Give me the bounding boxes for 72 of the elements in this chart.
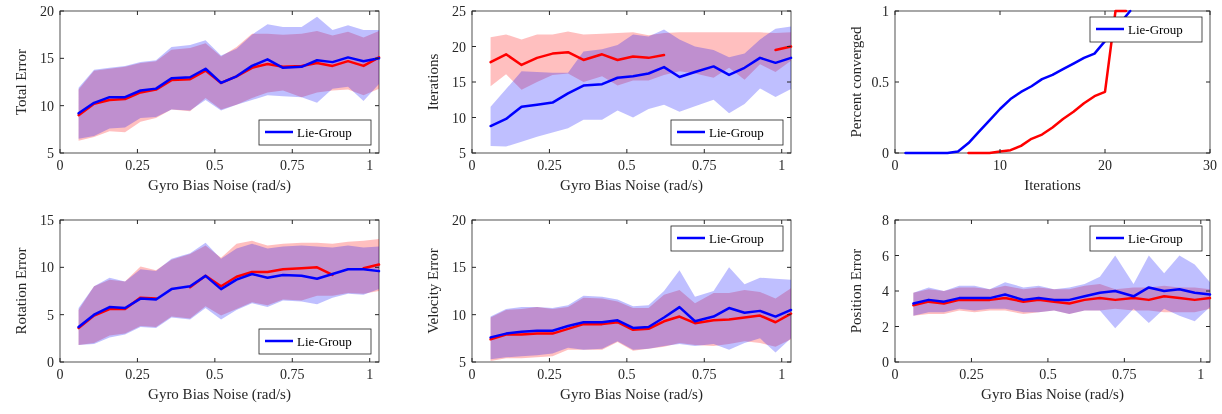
x-axis-title: Iterations [1024, 177, 1081, 193]
y-tick-label: 5 [47, 307, 54, 323]
x-tick-label: 0.25 [537, 367, 562, 382]
x-axis-title: Gyro Bias Noise (rad/s) [981, 386, 1124, 403]
legend-label: Lie-Group [709, 230, 764, 246]
x-tick-label: 1 [778, 367, 786, 382]
line-series [912, 286, 1212, 305]
x-tick-label: 1 [778, 158, 786, 173]
y-tick-label: 8 [882, 213, 889, 228]
y-tick-label: 15 [40, 51, 54, 67]
x-axis-title: Gyro Bias Noise (rad/s) [148, 177, 291, 194]
y-axis-title: Iterations [425, 53, 441, 111]
y-tick-label: 6 [882, 248, 889, 264]
x-tick-label: 0.75 [692, 158, 717, 173]
x-tick-label: 0.5 [618, 158, 636, 173]
y-tick-label: 0.5 [871, 75, 889, 90]
y-tick-label: 5 [459, 146, 466, 161]
y-tick-label: 0 [47, 355, 54, 370]
y-tick-label: 20 [452, 39, 466, 55]
y-tick-label: 10 [452, 110, 466, 126]
y-axis-title: Total Error [13, 48, 29, 116]
legend-label: Lie-Group [1128, 21, 1183, 37]
x-axis-title: Gyro Bias Noise (rad/s) [560, 177, 703, 194]
y-tick-label: 5 [47, 146, 54, 161]
y-axis-title: Rotation Error [13, 247, 29, 335]
y-tick-label: 4 [882, 284, 889, 299]
x-tick-label: 1 [1197, 367, 1205, 382]
y-tick-label: 10 [40, 260, 54, 276]
y-tick-label: 5 [459, 355, 466, 370]
y-tick-label: 20 [40, 4, 54, 19]
y-tick-label: 15 [40, 213, 54, 228]
x-tick-label: 0.5 [1039, 367, 1057, 382]
x-tick-label: 0.75 [280, 367, 305, 382]
x-tick-label: 0.25 [125, 367, 150, 382]
y-tick-label: 15 [452, 75, 466, 90]
x-tick-label: 10 [993, 158, 1007, 173]
x-tick-label: 30 [1203, 158, 1217, 173]
legend-label: Lie-Group [297, 333, 352, 349]
x-tick-label: 0.75 [1112, 367, 1137, 382]
y-tick-label: 0 [882, 355, 889, 370]
line-series [489, 312, 793, 341]
x-tick-label: 0.25 [125, 158, 150, 173]
x-axis-title: Gyro Bias Noise (rad/s) [148, 386, 291, 403]
y-tick-label: 10 [40, 98, 54, 114]
y-tick-label: 0 [882, 146, 889, 161]
x-tick-label: 0.5 [618, 367, 636, 382]
x-tick-label: 0.75 [280, 158, 305, 173]
x-tick-label: 0.75 [692, 367, 717, 382]
y-tick-label: 1 [882, 4, 889, 19]
y-tick-label: 2 [882, 319, 889, 335]
legend-label: Lie-Group [297, 124, 352, 140]
line-series [489, 305, 793, 339]
y-axis-title: Percent converged [848, 26, 864, 138]
y-tick-label: 25 [452, 4, 466, 19]
legend-label: Lie-Group [1128, 230, 1183, 246]
x-tick-label: 1 [366, 158, 374, 173]
legend-label: Lie-Group [709, 124, 764, 140]
x-tick-label: 0.5 [206, 367, 224, 382]
y-axis-title: Velocity Error [425, 248, 441, 334]
y-tick-label: 15 [452, 260, 466, 276]
y-axis-title: Position Error [848, 248, 864, 334]
x-tick-label: 0.5 [206, 158, 224, 173]
x-tick-label: 20 [1098, 158, 1112, 173]
line-series [489, 56, 793, 128]
y-tick-label: 20 [452, 213, 466, 228]
x-axis-title: Gyro Bias Noise (rad/s) [560, 386, 703, 403]
x-tick-label: 0.25 [537, 158, 562, 173]
line-series [967, 9, 1128, 155]
y-tick-label: 10 [452, 307, 466, 323]
x-tick-label: 1 [366, 367, 374, 382]
x-tick-label: 0.25 [959, 367, 984, 382]
line-series [912, 295, 1212, 307]
